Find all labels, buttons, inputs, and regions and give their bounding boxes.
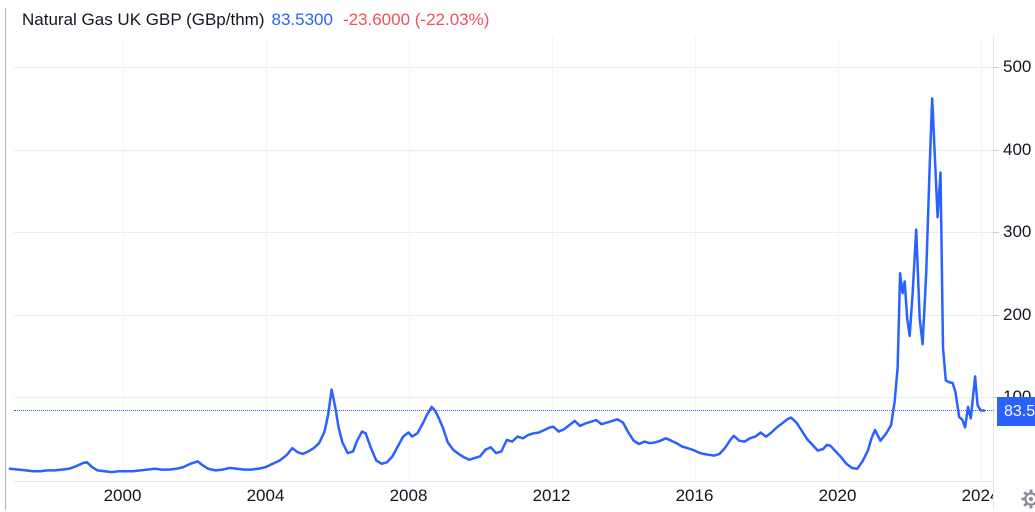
gridline-horizontal [14, 67, 993, 68]
x-axis-line [14, 481, 993, 482]
y-axis-tick-label: 400 [1003, 139, 1032, 159]
settings-gear-icon[interactable] [1018, 486, 1035, 512]
x-axis-tick-label: 2008 [389, 486, 428, 505]
gridline-vertical [980, 37, 982, 481]
gridline-vertical [694, 37, 696, 481]
gridline-vertical [265, 37, 267, 481]
gridline-vertical [122, 37, 124, 481]
symbol-title: Natural Gas UK GBP (GBp/thm) [22, 10, 265, 29]
y-axis-tick-label: 300 [1003, 222, 1032, 241]
gridline-horizontal [14, 149, 993, 151]
y-axis-border [993, 36, 994, 510]
x-axis-tick-label: 2020 [818, 486, 857, 505]
x-axis-tick-label: 2024 [961, 486, 993, 505]
y-axis-tick [993, 149, 999, 151]
x-axis-tick-label: 2016 [675, 486, 714, 505]
page-left-border [5, 8, 6, 510]
y-axis-tick [993, 397, 999, 398]
y-axis-tick-label: 200 [1003, 304, 1032, 324]
gridline-vertical [551, 37, 553, 481]
price-change: -23.6000 (-22.03%) [342, 10, 490, 29]
x-axis-tick-label: 2000 [103, 486, 142, 505]
current-price-axis-label: 83.53 [997, 397, 1035, 426]
gridline-horizontal [14, 314, 993, 316]
x-axis-tick-label: 2004 [246, 486, 285, 505]
gridline-horizontal [14, 232, 993, 233]
y-axis-tick [993, 232, 999, 233]
x-axis-tick-label: 2012 [532, 486, 571, 505]
x-axis[interactable]: 2000 2004 2008 2012 2016 2020 2024 [0, 484, 993, 508]
y-axis-tick [993, 67, 999, 68]
last-price: 83.5300 [271, 10, 333, 29]
gridline-vertical [408, 37, 410, 481]
chart-header: Natural Gas UK GBP (GBp/thm) 83.5300 -23.6… [22, 10, 489, 30]
gridline-vertical [837, 37, 839, 481]
current-price-line [14, 410, 994, 412]
y-axis-tick [993, 314, 999, 316]
y-axis-tick-label: 500 [1003, 57, 1032, 76]
gridline-horizontal [14, 397, 993, 398]
